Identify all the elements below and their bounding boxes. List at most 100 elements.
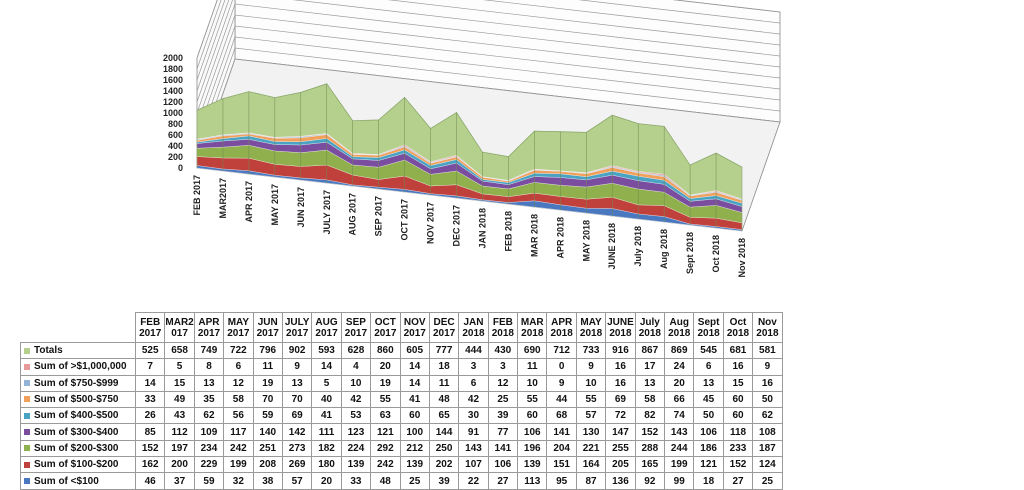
table-header-cell: NOV 2017 xyxy=(399,312,430,343)
x-tick-label: Nov 2018 xyxy=(737,238,747,278)
table-cell: 9 xyxy=(752,358,783,376)
table-cell: 17 xyxy=(634,358,666,376)
table-header-cell: MAR2 017 xyxy=(164,312,195,343)
table-cell: 57 xyxy=(575,407,607,425)
table-cell: 69 xyxy=(281,407,313,425)
table-cell: 152 xyxy=(134,439,166,458)
y-tick-label: 200 xyxy=(168,152,183,162)
table-header-cell: MAY 2018 xyxy=(575,312,607,343)
table-cell: 10 xyxy=(575,374,607,392)
table-cell: 16 xyxy=(605,358,636,376)
table-cell: 62 xyxy=(752,407,783,425)
table-cell: 87 xyxy=(575,472,607,490)
table-cell: 208 xyxy=(252,456,283,474)
table-row: Sum of $100-$200 162 200 229 199 208 269 180 139… xyxy=(20,456,783,474)
table-cell: 48 xyxy=(428,390,460,409)
table-cell: 117 xyxy=(223,423,254,441)
table-cell: 7 xyxy=(134,358,166,376)
table-cell: 869 xyxy=(664,341,695,360)
table-cell: 27 xyxy=(722,472,754,490)
table-cell: 130 xyxy=(575,423,607,441)
table-cell: 0 xyxy=(546,358,577,376)
x-tick-label: MAY 2017 xyxy=(270,184,280,226)
table-cell: 255 xyxy=(605,439,636,458)
table-cell: 56 xyxy=(223,407,254,425)
x-tick-label: APR 2017 xyxy=(244,181,254,223)
x-tick-label: JUN 2017 xyxy=(296,187,306,228)
legend-swatch xyxy=(24,363,30,370)
table-header-cell: Sept 2018 xyxy=(693,312,724,343)
table-cell: 118 xyxy=(722,423,754,441)
table-cell: 82 xyxy=(634,407,666,425)
legend-label: Sum of >$1,000,000 xyxy=(34,361,127,373)
legend-label: Sum of $300-$400 xyxy=(34,426,119,438)
table-cell: 74 xyxy=(664,407,695,425)
legend-swatch xyxy=(24,396,30,403)
table-cell: 57 xyxy=(281,472,313,490)
table-cell: 11 xyxy=(428,374,460,392)
table-cell: 180 xyxy=(311,456,342,474)
x-tick-label: JULY 2017 xyxy=(322,190,332,235)
gridline xyxy=(196,14,781,125)
table-cell: 16 xyxy=(722,358,754,376)
table-cell: 722 xyxy=(223,341,254,360)
table-row: Sum of $500-$750 33 49 35 58 70 70 40 42 55 41 48 42… xyxy=(20,390,783,409)
table-cell: 59 xyxy=(193,472,225,490)
table-cell: 108 xyxy=(752,423,783,441)
table-cell: 202 xyxy=(428,456,460,474)
table-cell: 9 xyxy=(281,358,313,376)
table-cell: 13 xyxy=(281,374,313,392)
table-cell: 152 xyxy=(634,423,666,441)
table-cell: 91 xyxy=(458,423,489,441)
table-header-cell: DEC 2017 xyxy=(428,312,460,343)
table-cell: 182 xyxy=(311,439,342,458)
table-cell: 690 xyxy=(517,341,548,360)
x-tick-label: JUNE 2018 xyxy=(607,223,617,270)
table-cell: 4 xyxy=(340,358,372,376)
legend-swatch xyxy=(24,380,30,387)
table-cell: 581 xyxy=(752,341,783,360)
table-cell: 66 xyxy=(664,390,695,409)
series-label: Totals xyxy=(20,341,136,360)
table-cell: 59 xyxy=(252,407,283,425)
table-cell: 902 xyxy=(281,341,313,360)
y-tick-label: 1600 xyxy=(163,75,183,85)
table-cell: 12 xyxy=(487,374,519,392)
table-cell: 250 xyxy=(428,439,460,458)
table-cell: 123 xyxy=(340,423,372,441)
table-header-cell: JULY 2017 xyxy=(281,312,313,343)
y-tick-label: 0 xyxy=(178,163,183,173)
table-cell: 273 xyxy=(281,439,313,458)
x-axis-ticks: FEB 2017 MAR2017 APR 2017 MAY 2017 JUN 2017 J… xyxy=(192,175,747,278)
table-cell: 42 xyxy=(340,390,372,409)
table-cell: 430 xyxy=(487,341,519,360)
table-header-cell: July 2018 xyxy=(634,312,666,343)
table-header-row: FEB 2017 MAR2 017 APR 2017 MAY 2017 JUN 2017… xyxy=(21,312,783,343)
table-cell: 545 xyxy=(693,341,724,360)
table-row: Totals 525 658 749 722 796 902 593 628 860 605 777 4… xyxy=(20,341,783,360)
table-cell: 164 xyxy=(575,456,607,474)
table-cell: 144 xyxy=(428,423,460,441)
table-cell: 593 xyxy=(311,341,342,360)
y-tick-label: 1400 xyxy=(163,86,183,96)
table-header-cell: AUG 2017 xyxy=(311,312,342,343)
table-cell: 124 xyxy=(752,456,783,474)
table-cell: 55 xyxy=(370,390,401,409)
table-cell: 25 xyxy=(487,390,519,409)
table-cell: 13 xyxy=(193,374,225,392)
table-cell: 49 xyxy=(164,390,195,409)
table-cell: 6 xyxy=(223,358,254,376)
table-header-cell: JAN 2018 xyxy=(458,312,489,343)
table-cell: 111 xyxy=(311,423,342,441)
table-cell: 605 xyxy=(399,341,430,360)
table-cell: 33 xyxy=(340,472,372,490)
table-cell: 143 xyxy=(458,439,489,458)
table-cell: 25 xyxy=(752,472,783,490)
table-cell: 224 xyxy=(340,439,372,458)
table-cell: 19 xyxy=(370,374,401,392)
y-tick-label: 600 xyxy=(168,130,183,140)
table-header-cell: APR 2017 xyxy=(193,312,225,343)
table-cell: 53 xyxy=(340,407,372,425)
legend-label: Sum of $750-$999 xyxy=(34,377,119,389)
